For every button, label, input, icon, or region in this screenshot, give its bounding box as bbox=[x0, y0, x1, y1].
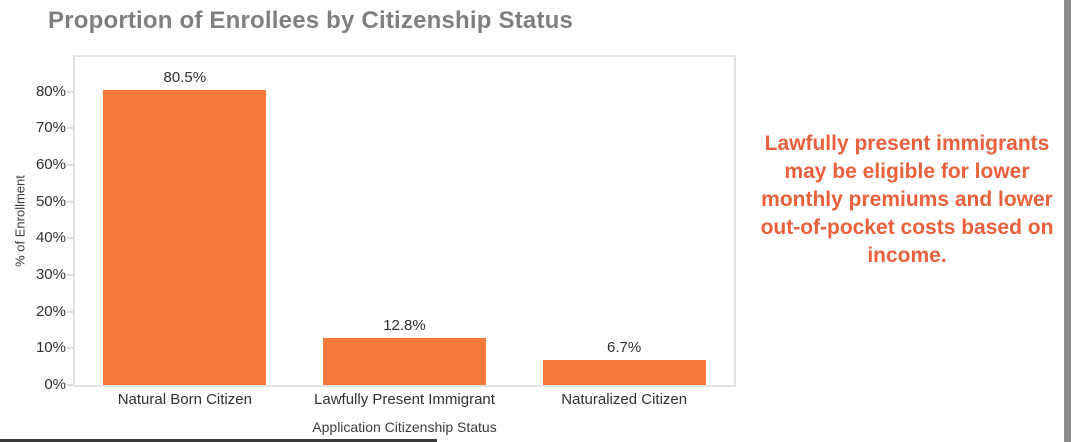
plot-area bbox=[73, 55, 736, 387]
x-category-label-lawfully-present-immigrant: Lawfully Present Immigrant bbox=[314, 391, 495, 408]
y-tick-label-50: 50% bbox=[35, 192, 66, 210]
y-tick-label-80: 80% bbox=[35, 82, 66, 100]
x-category-label-naturalized-citizen: Naturalized Citizen bbox=[561, 391, 688, 408]
y-tick-mark bbox=[67, 90, 73, 93]
bar-lawfully-present-immigrant bbox=[323, 338, 486, 385]
y-tick-label-70: 70% bbox=[35, 119, 66, 137]
y-tick-label-10: 10% bbox=[35, 339, 66, 357]
bar-naturalized-citizen bbox=[542, 360, 706, 385]
y-tick-label-60: 60% bbox=[35, 156, 66, 174]
y-tick-mark bbox=[67, 164, 73, 167]
bar-value-label-natural-born-citizen: 80.5% bbox=[163, 68, 207, 86]
bar-value-label-lawfully-present-immigrant: 12.8% bbox=[383, 317, 426, 335]
bar-value-label-naturalized-citizen: 6.7% bbox=[607, 339, 642, 357]
x-axis-title: Application Citizenship Status bbox=[312, 419, 497, 435]
y-tick-mark bbox=[67, 237, 73, 240]
y-tick-mark bbox=[67, 347, 73, 350]
y-tick-label-40: 40% bbox=[35, 229, 66, 247]
bar-natural-born-citizen bbox=[103, 89, 267, 385]
window-edge bbox=[0, 439, 437, 442]
y-tick-label-30: 30% bbox=[35, 266, 66, 284]
y-tick-label-20: 20% bbox=[35, 302, 66, 320]
y-tick-mark bbox=[67, 384, 73, 386]
scrollbar[interactable] bbox=[1064, 0, 1071, 442]
chart-title: Proportion of Enrollees by Citizenship S… bbox=[48, 7, 574, 34]
y-tick-mark bbox=[67, 274, 73, 277]
y-tick-label-0: 0% bbox=[44, 376, 66, 393]
y-tick-mark bbox=[67, 127, 73, 130]
y-tick-mark bbox=[67, 200, 73, 203]
x-category-label-natural-born-citizen: Natural Born Citizen bbox=[117, 391, 252, 408]
annotation-text: Lawfully present immigrants may be eligi… bbox=[760, 132, 1054, 267]
y-tick-mark bbox=[67, 310, 73, 313]
y-axis-title: % of Enrollment bbox=[12, 175, 28, 267]
